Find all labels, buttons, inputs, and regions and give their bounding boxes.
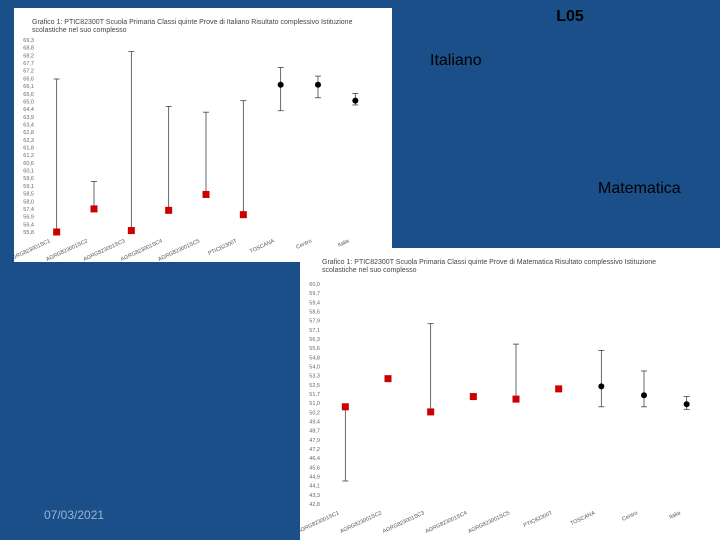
y-tick-label: 65,6 [23, 92, 34, 98]
slide-title: L05 [556, 8, 584, 25]
y-tick-label: 42,8 [309, 502, 320, 508]
y-tick-label: 45,6 [309, 465, 320, 471]
label-italiano: Italiano [430, 52, 482, 69]
x-tick-label: AGRG823001SC2 [339, 510, 383, 535]
y-tick-label: 66,6 [23, 76, 34, 82]
y-tick-label: 62,8 [23, 130, 34, 136]
y-tick-label: 61,2 [23, 153, 34, 159]
data-point-school [239, 211, 247, 219]
data-point-school [341, 403, 349, 411]
y-tick-label: 43,3 [309, 493, 320, 499]
chart-matematica: 60,0 59,7 59,4 58,6 57,9 57,1 56,3 55,6 54,8 54,0… [300, 282, 690, 535]
x-tick-label: AGRG823001SC3 [382, 510, 426, 535]
slide-date: 07/03/2021 [44, 508, 105, 522]
data-point-reference [598, 383, 605, 390]
data-point-school [427, 408, 435, 416]
data-point-school [555, 385, 563, 393]
y-tick-label: 57,1 [309, 328, 320, 334]
label-matematica: Matematica [598, 180, 681, 197]
x-tick-label: PTIC82300T [207, 238, 238, 257]
y-tick-label: 46,4 [309, 456, 320, 462]
chart-title-matematica: Grafico 1: PTIC82300T Scuola Primaria Cl… [322, 259, 657, 274]
y-tick-label: 44,1 [309, 484, 320, 490]
y-tick-label: 54,8 [309, 355, 320, 361]
y-tick-label: 49,4 [309, 420, 320, 426]
y-tick-label: 68,2 [23, 53, 34, 59]
data-point-school [90, 205, 98, 213]
data-point-school [127, 227, 135, 235]
y-tick-label: 51,0 [309, 401, 320, 407]
y-tick-label: 51,7 [309, 392, 320, 398]
y-tick-label: 60,6 [23, 161, 34, 167]
y-tick-label: 68,8 [23, 46, 34, 52]
y-tick-label: 47,9 [309, 438, 320, 444]
chart-panel-italiano: Grafico 1: PTIC82300T Scuola Primaria Cl… [14, 8, 392, 262]
x-tick-label: AGRG823001SC4 [425, 510, 469, 535]
x-tick-label: TOSCANA [249, 238, 276, 255]
data-point-reference [277, 81, 284, 88]
y-tick-label: 69,3 [23, 38, 34, 44]
y-tick-label: 60,0 [309, 282, 320, 288]
y-tick-label: 59,1 [23, 184, 34, 190]
x-tick-label: Centro [621, 510, 639, 522]
y-tick-label: 47,2 [309, 447, 320, 453]
data-point-reference [315, 81, 321, 88]
x-tick-label: TOSCANA [570, 510, 597, 527]
y-tick-label: 56,9 [23, 215, 34, 221]
y-tick-label: 44,9 [309, 475, 320, 481]
y-tick-label: 62,3 [23, 138, 34, 144]
y-tick-label: 60,1 [23, 169, 34, 175]
y-tick-label: 50,2 [309, 410, 320, 416]
data-point-school [384, 375, 392, 383]
y-tick-label: 67,7 [23, 61, 34, 67]
y-tick-label: 54,0 [309, 365, 320, 371]
chart-title-italiano: Grafico 1: PTIC82300T Scuola Primaria Cl… [32, 19, 353, 34]
y-tick-label: 55,6 [309, 346, 320, 352]
y-tick-label: 59,6 [23, 176, 34, 182]
y-tick-label: 64,4 [23, 107, 34, 113]
x-tick-label: AGRG823001SC5 [157, 238, 201, 262]
y-tick-label: 65,0 [23, 99, 34, 105]
data-point-school [53, 228, 61, 236]
y-tick-label: 48,7 [309, 429, 320, 435]
y-tick-label: 56,3 [309, 337, 320, 343]
y-tick-label: 56,4 [23, 222, 34, 228]
data-point-school [469, 393, 477, 401]
data-point-reference [641, 392, 647, 399]
y-tick-label: 63,9 [23, 115, 34, 121]
y-tick-label: 58,0 [23, 199, 34, 205]
data-point-school [202, 190, 210, 198]
x-tick-label: Italia [337, 238, 351, 249]
y-tick-label: 61,8 [23, 146, 34, 152]
x-tick-label: Italia [668, 510, 682, 521]
data-point-reference [352, 97, 359, 104]
chart-italiano: 69,3 68,868,2 67,7 67,266,6 66,1 65,665,0 64,4… [14, 38, 359, 262]
data-point-school [165, 206, 173, 214]
y-tick-label: 59,4 [309, 300, 320, 306]
y-tick-label: 59,7 [309, 291, 320, 297]
chart-panel-matematica: Grafico 1: PTIC82300T Scuola Primaria Cl… [300, 248, 720, 540]
x-tick-label: PTIC82300T [523, 510, 554, 529]
y-tick-label: 58,6 [309, 310, 320, 316]
y-tick-label: 57,9 [309, 319, 320, 325]
y-tick-label: 55,8 [23, 230, 34, 236]
y-tick-label: 53,3 [309, 374, 320, 380]
y-tick-label: 67,2 [23, 69, 34, 75]
x-tick-label: AGRG823001SC1 [300, 510, 340, 535]
data-point-reference [683, 401, 690, 408]
y-tick-label: 57,4 [23, 207, 34, 213]
y-tick-label: 52,5 [309, 383, 320, 389]
y-tick-label: 63,4 [23, 122, 34, 128]
y-tick-label: 66,1 [23, 84, 34, 90]
x-tick-label: AGRG823001SC5 [467, 510, 511, 535]
data-point-school [512, 395, 520, 403]
y-tick-label: 58,5 [23, 192, 34, 198]
